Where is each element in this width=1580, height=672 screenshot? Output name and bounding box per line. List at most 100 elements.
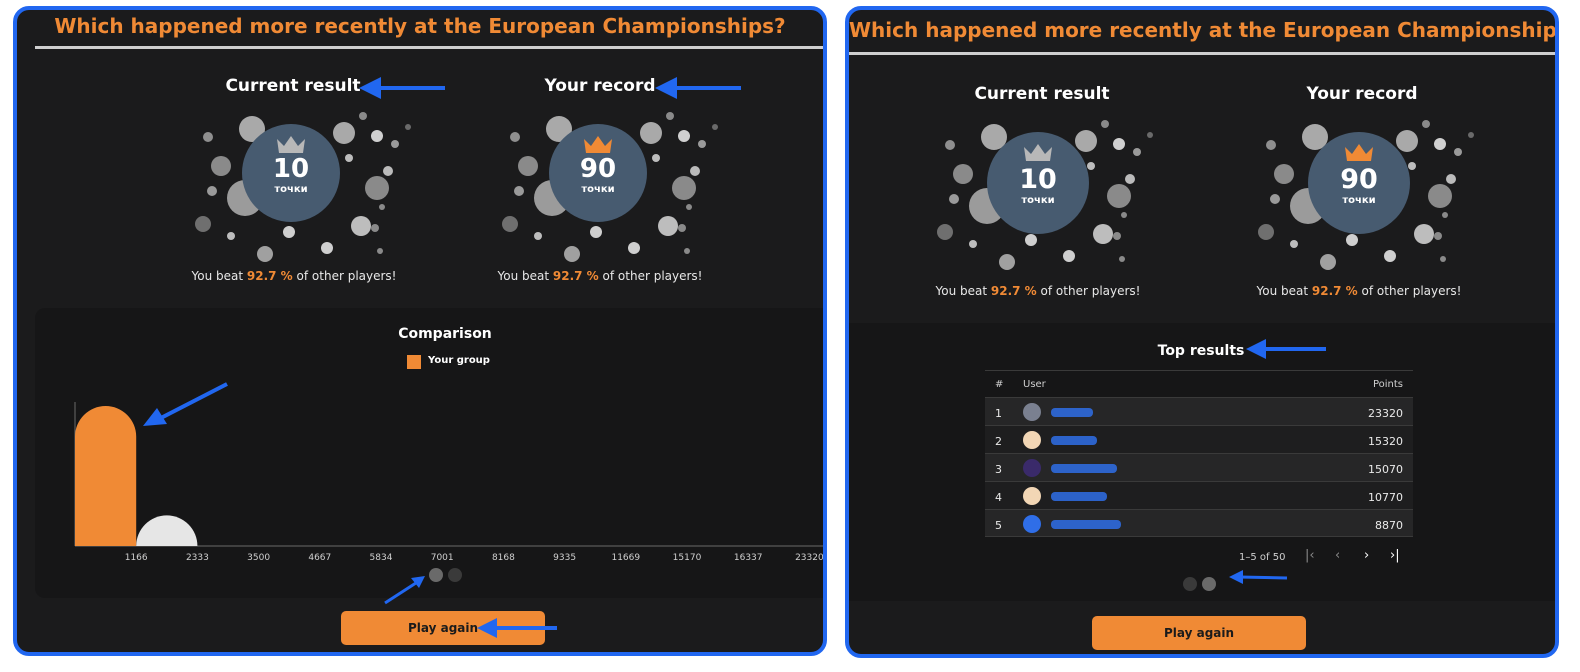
decorative-bubble [658, 216, 678, 236]
decorative-bubble [1290, 240, 1298, 248]
decorative-bubble [672, 176, 696, 200]
top-results-title: Top results [1157, 343, 1245, 359]
decorative-bubble [321, 242, 333, 254]
last-page-icon[interactable]: ›| [1390, 548, 1400, 563]
decorative-bubble [211, 156, 231, 176]
row-points: 10770 [1368, 491, 1403, 504]
x-tick-label: 11669 [611, 553, 640, 563]
decorative-bubble [1396, 130, 1418, 152]
x-tick-label: 5834 [370, 553, 393, 563]
decorative-bubble [666, 112, 674, 120]
decorative-bubble [1434, 232, 1442, 240]
redacted-username [1051, 436, 1097, 445]
decorative-bubble [502, 216, 518, 232]
x-tick-label: 4667 [308, 553, 331, 563]
table-row[interactable]: 2 15320 [985, 425, 1413, 453]
decorative-bubble [628, 242, 640, 254]
redacted-username [1051, 520, 1121, 529]
decorative-bubble [953, 164, 973, 184]
comparison-title: Comparison [398, 326, 492, 342]
avatar [1023, 403, 1041, 421]
title-divider [35, 46, 823, 49]
decorative-bubble [1414, 224, 1434, 244]
decorative-bubble [1093, 224, 1113, 244]
decorative-bubble [640, 122, 662, 144]
decorative-bubble [1384, 250, 1396, 262]
chevron-right-icon[interactable]: › [1364, 548, 1370, 563]
right-panel: Which happened more recently at the Euro… [845, 6, 1559, 658]
decorative-bubble [1133, 148, 1141, 156]
record-score-value: 90 [579, 154, 617, 184]
pager-dot-active[interactable] [429, 568, 443, 582]
row-points: 15070 [1368, 463, 1403, 476]
decorative-bubble [377, 248, 383, 254]
decorative-bubble [1147, 132, 1153, 138]
record-score-value: 90 [1340, 164, 1378, 195]
record-beat-text: You beat 92.7 % of other players! [1256, 284, 1462, 298]
current-score-unit: точки [274, 184, 308, 195]
score-disc: 10 точки [987, 132, 1089, 234]
decorative-bubble [1320, 254, 1336, 270]
pager-dot[interactable] [448, 568, 462, 582]
chart-bar [75, 406, 137, 546]
decorative-bubble [1446, 174, 1456, 184]
decorative-bubble [391, 140, 399, 148]
decorative-bubble [283, 226, 295, 238]
decorative-bubble [383, 166, 393, 176]
decorative-bubble [1101, 120, 1109, 128]
current-beat-text: You beat 92.7 % of other players! [935, 284, 1141, 298]
table-row[interactable]: 3 15070 [985, 453, 1413, 481]
col-points-header: Points [1372, 379, 1403, 390]
current-result-badge: 10 точки [183, 106, 411, 266]
decorative-bubble [359, 112, 367, 120]
decorative-bubble [1119, 256, 1125, 262]
table-row[interactable]: 4 10770 [985, 481, 1413, 509]
score-disc: 10 точки [242, 124, 340, 222]
top-results-section: Top results # User Points 1 23320 2 1532… [849, 323, 1555, 601]
row-rank: 1 [995, 407, 1002, 420]
chevron-left-icon[interactable]: ‹ [1335, 548, 1341, 563]
pager-dot-active[interactable] [1202, 577, 1216, 591]
decorative-bubble [712, 124, 718, 130]
title-divider [849, 52, 1555, 55]
legend-swatch [407, 355, 421, 369]
quiz-title: Which happened more recently at the Euro… [849, 18, 1559, 42]
decorative-bubble [405, 124, 411, 130]
pager-dot[interactable] [1183, 577, 1197, 591]
comparison-chart: 1166 2333 3500 4667 5834 7001 8168 9335 11669 151… [74, 402, 824, 563]
first-page-icon[interactable]: |‹ [1305, 548, 1315, 563]
decorative-bubble [207, 186, 217, 196]
row-points: 8870 [1375, 519, 1403, 532]
redacted-username [1051, 408, 1093, 417]
table-row[interactable]: 1 23320 [985, 397, 1413, 425]
play-again-button[interactable]: Play again [341, 611, 545, 645]
record-score-unit: точки [581, 184, 615, 195]
decorative-bubble [698, 140, 706, 148]
decorative-bubble [937, 224, 953, 240]
decorative-bubble [1454, 148, 1462, 156]
decorative-bubble [510, 132, 520, 142]
decorative-bubble [1270, 194, 1280, 204]
avatar [1023, 459, 1041, 477]
decorative-bubble [1075, 130, 1097, 152]
decorative-bubble [969, 240, 977, 248]
crown-icon [584, 136, 612, 153]
table-row[interactable]: 5 8870 [985, 509, 1413, 537]
x-tick-label: 23320 [795, 553, 824, 563]
decorative-bubble [1442, 212, 1448, 218]
decorative-bubble [333, 122, 355, 144]
decorative-bubble [379, 204, 385, 210]
decorative-bubble [514, 186, 524, 196]
decorative-bubble [564, 246, 580, 262]
row-rank: 4 [995, 491, 1002, 504]
decorative-bubble [1113, 138, 1125, 150]
score-disc: 90 точки [549, 124, 647, 222]
crown-icon [1024, 144, 1052, 161]
decorative-bubble [1274, 164, 1294, 184]
x-tick-label: 1166 [125, 553, 148, 563]
your-record-heading: Your record [544, 76, 656, 96]
x-tick-label: 3500 [247, 553, 270, 563]
decorative-bubble [1428, 184, 1452, 208]
row-points: 23320 [1368, 407, 1403, 420]
play-again-button[interactable]: Play again [1092, 616, 1306, 650]
